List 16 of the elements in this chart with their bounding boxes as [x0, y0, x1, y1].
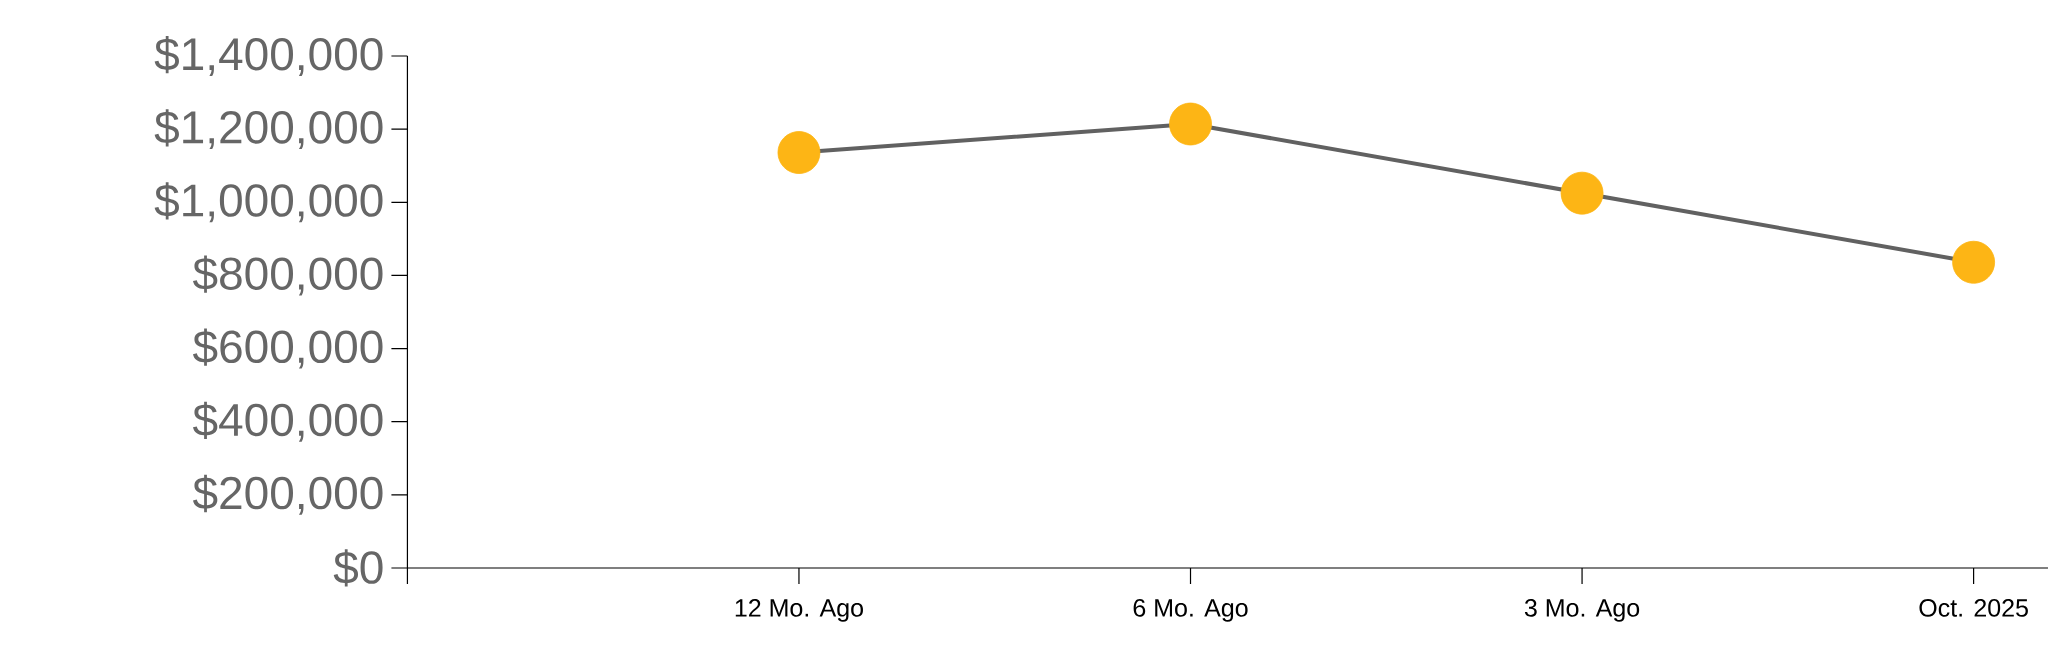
y-tick-label: $800,000: [192, 255, 383, 296]
point: [1169, 102, 1212, 146]
y-tick-label: $200,000: [192, 474, 383, 515]
y-tick-label: $1,000,000: [154, 182, 383, 223]
x-tick-label: 12 Mo. Ago: [735, 599, 863, 622]
point: [1560, 171, 1604, 215]
x-tick-label: Oct. 2025: [1919, 599, 2028, 617]
y-tick-label: $0: [333, 549, 383, 587]
y-tick-label: $1,400,000: [154, 36, 383, 76]
y-tick-label: $400,000: [192, 401, 383, 442]
point: [777, 131, 821, 174]
x-tick-label: 3 Mo. Ago: [1524, 599, 1640, 622]
x-tick-label: 6 Mo. Ago: [1133, 599, 1248, 622]
point: [1952, 240, 1996, 284]
y-tick-label: $1,200,000: [154, 109, 383, 150]
y-tick-label: $600,000: [192, 328, 383, 369]
